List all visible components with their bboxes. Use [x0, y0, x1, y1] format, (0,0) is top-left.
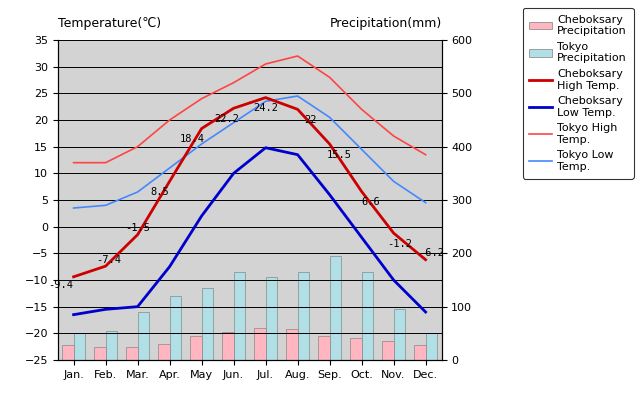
Bar — [330, 256, 341, 360]
Text: -7.4: -7.4 — [96, 255, 122, 265]
Bar — [234, 272, 244, 360]
Bar — [202, 288, 212, 360]
Bar — [106, 331, 116, 360]
Text: -1.2: -1.2 — [387, 239, 413, 249]
Bar — [394, 309, 405, 360]
Bar — [426, 333, 437, 360]
Bar — [351, 338, 362, 360]
Bar — [255, 328, 266, 360]
Bar — [138, 312, 148, 360]
Text: -6.2: -6.2 — [419, 248, 445, 258]
Bar — [95, 347, 106, 360]
Bar — [223, 332, 234, 360]
Text: 24.2: 24.2 — [253, 103, 278, 113]
Bar — [159, 344, 170, 360]
Text: Precipitation(mm): Precipitation(mm) — [330, 17, 442, 30]
Bar — [298, 272, 309, 360]
Text: 15.5: 15.5 — [326, 150, 352, 160]
Legend: Cheboksary
Precipitation, Tokyo
Precipitation, Cheboksary
High Temp., Cheboksary: Cheboksary Precipitation, Tokyo Precipit… — [523, 8, 634, 179]
Bar — [415, 345, 426, 360]
Bar — [287, 329, 298, 360]
Bar — [383, 341, 394, 360]
Bar — [191, 336, 202, 360]
Bar — [362, 272, 372, 360]
Bar — [170, 296, 181, 360]
Text: 18.4: 18.4 — [179, 134, 205, 144]
Text: 6.6: 6.6 — [362, 197, 381, 207]
Bar — [62, 345, 74, 360]
Text: -9.4: -9.4 — [48, 280, 74, 290]
Text: 8.5: 8.5 — [150, 187, 170, 197]
Bar — [74, 333, 84, 360]
Bar — [266, 277, 277, 360]
Text: 22.2: 22.2 — [214, 114, 240, 124]
Bar — [127, 347, 138, 360]
Text: Temperature(℃): Temperature(℃) — [58, 17, 161, 30]
Bar — [319, 336, 330, 360]
Text: -1.5: -1.5 — [125, 223, 150, 233]
Text: 22: 22 — [304, 115, 317, 125]
